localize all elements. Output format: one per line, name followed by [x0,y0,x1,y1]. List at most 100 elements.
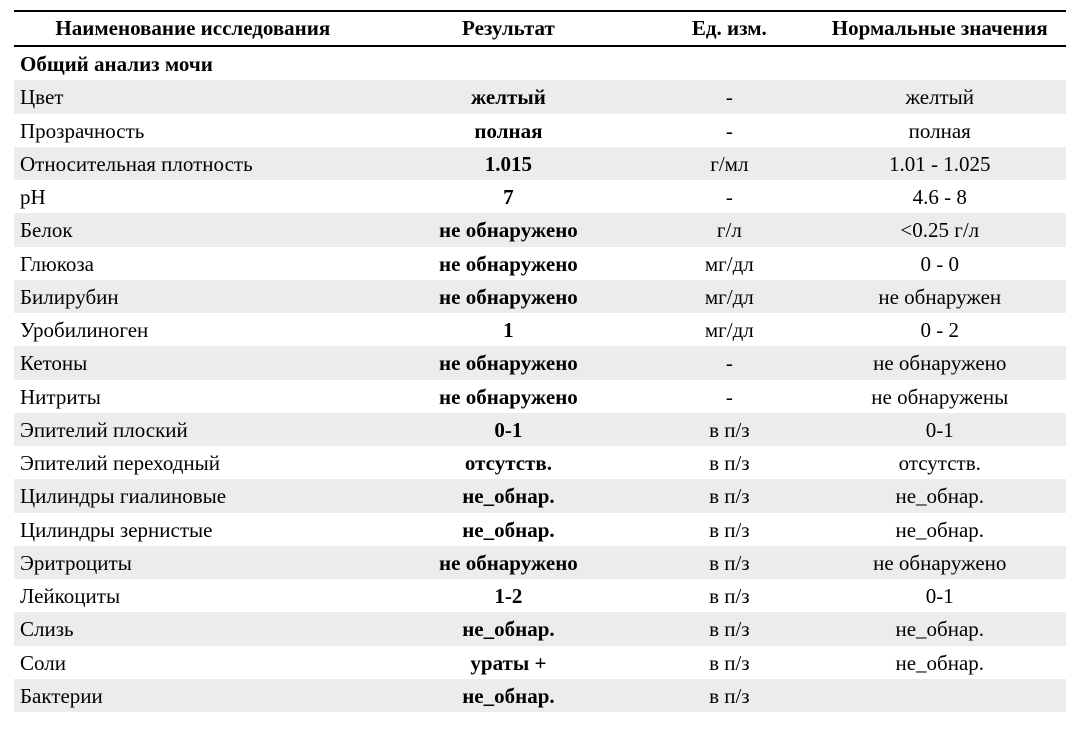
cell-unit: в п/з [645,679,813,712]
cell-name: Относительная плотность [14,147,372,180]
cell-unit: - [645,114,813,147]
cell-unit: - [645,80,813,113]
cell-name: Эпителий плоский [14,413,372,446]
table-row: Нитритыне обнаружено-не обнаружены [14,380,1066,413]
section-title-row: Общий анализ мочи [14,46,1066,80]
cell-result: отсутств. [372,446,646,479]
cell-unit: мг/дл [645,280,813,313]
table-row: Относительная плотность1.015г/мл1.01 - 1… [14,147,1066,180]
cell-name: Эритроциты [14,546,372,579]
cell-norm: не_обнар. [814,612,1067,645]
table-row: Билирубинне обнаруженомг/длне обнаружен [14,280,1066,313]
cell-name: Цилиндры гиалиновые [14,479,372,512]
cell-result: не обнаружено [372,346,646,379]
cell-unit: в п/з [645,579,813,612]
cell-name: Кетоны [14,346,372,379]
cell-result: желтый [372,80,646,113]
cell-norm: не обнаружено [814,546,1067,579]
cell-result: не_обнар. [372,479,646,512]
cell-result: 1.015 [372,147,646,180]
cell-name: Слизь [14,612,372,645]
table-row: pH7-4.6 - 8 [14,180,1066,213]
cell-unit: - [645,180,813,213]
table-row: Кетоныне обнаружено-не обнаружено [14,346,1066,379]
table-row: Эпителий переходныйотсутств.в п/зотсутст… [14,446,1066,479]
cell-name: Прозрачность [14,114,372,147]
cell-norm: <0.25 г/л [814,213,1067,246]
table-row: Цилиндры гиалиновыене_обнар.в п/зне_обна… [14,479,1066,512]
table-row: Лейкоциты1-2в п/з0-1 [14,579,1066,612]
cell-unit: в п/з [645,646,813,679]
cell-result: 1 [372,313,646,346]
cell-result: полная [372,114,646,147]
table-row: Солиураты +в п/зне_обнар. [14,646,1066,679]
cell-norm: полная [814,114,1067,147]
cell-unit: - [645,346,813,379]
table-header-row: Наименование исследования Результат Ед. … [14,11,1066,46]
cell-unit: - [645,380,813,413]
cell-result: не обнаружено [372,546,646,579]
cell-unit: в п/з [645,479,813,512]
cell-result: не обнаружено [372,380,646,413]
cell-unit: в п/з [645,513,813,546]
table-row: Глюкозане обнаруженомг/дл0 - 0 [14,247,1066,280]
cell-norm: желтый [814,80,1067,113]
section-title: Общий анализ мочи [14,46,1066,80]
cell-result: не_обнар. [372,679,646,712]
cell-name: Бактерии [14,679,372,712]
cell-name: Соли [14,646,372,679]
cell-name: Нитриты [14,380,372,413]
cell-norm [814,679,1067,712]
cell-result: 7 [372,180,646,213]
cell-unit: в п/з [645,446,813,479]
cell-result: не обнаружено [372,280,646,313]
cell-norm: не_обнар. [814,479,1067,512]
col-header-norm: Нормальные значения [814,11,1067,46]
cell-unit: мг/дл [645,313,813,346]
cell-norm: не обнаружены [814,380,1067,413]
table-row: Эпителий плоский0-1в п/з0-1 [14,413,1066,446]
cell-result: не обнаружено [372,247,646,280]
lab-report-page: Наименование исследования Результат Ед. … [0,0,1080,742]
table-row: Цветжелтый-желтый [14,80,1066,113]
cell-name: Белок [14,213,372,246]
cell-norm: 0-1 [814,579,1067,612]
table-row: Эритроцитыне обнаруженов п/зне обнаружен… [14,546,1066,579]
cell-name: Эпителий переходный [14,446,372,479]
cell-name: Уробилиноген [14,313,372,346]
table-row: Цилиндры зернистыене_обнар.в п/зне_обнар… [14,513,1066,546]
cell-unit: в п/з [645,413,813,446]
cell-unit: мг/дл [645,247,813,280]
cell-unit: в п/з [645,546,813,579]
cell-result: не_обнар. [372,513,646,546]
cell-result: 0-1 [372,413,646,446]
table-row: Слизьне_обнар.в п/зне_обнар. [14,612,1066,645]
cell-norm: 0-1 [814,413,1067,446]
cell-norm: не обнаружено [814,346,1067,379]
col-header-result: Результат [372,11,646,46]
cell-norm: не обнаружен [814,280,1067,313]
col-header-unit: Ед. изм. [645,11,813,46]
cell-norm: 0 - 2 [814,313,1067,346]
cell-norm: 4.6 - 8 [814,180,1067,213]
cell-result: 1-2 [372,579,646,612]
cell-result: не обнаружено [372,213,646,246]
cell-name: Цилиндры зернистые [14,513,372,546]
cell-name: pH [14,180,372,213]
table-row: Уробилиноген1мг/дл0 - 2 [14,313,1066,346]
table-row: Бактериине_обнар.в п/з [14,679,1066,712]
cell-unit: г/л [645,213,813,246]
cell-name: Билирубин [14,280,372,313]
cell-norm: не_обнар. [814,513,1067,546]
cell-norm: 1.01 - 1.025 [814,147,1067,180]
cell-unit: в п/з [645,612,813,645]
results-table: Наименование исследования Результат Ед. … [14,10,1066,712]
cell-name: Цвет [14,80,372,113]
cell-norm: не_обнар. [814,646,1067,679]
cell-result: не_обнар. [372,612,646,645]
cell-norm: 0 - 0 [814,247,1067,280]
table-row: Прозрачностьполная-полная [14,114,1066,147]
cell-name: Глюкоза [14,247,372,280]
cell-result: ураты + [372,646,646,679]
table-body: Общий анализ мочи Цветжелтый-желтыйПрозр… [14,46,1066,712]
